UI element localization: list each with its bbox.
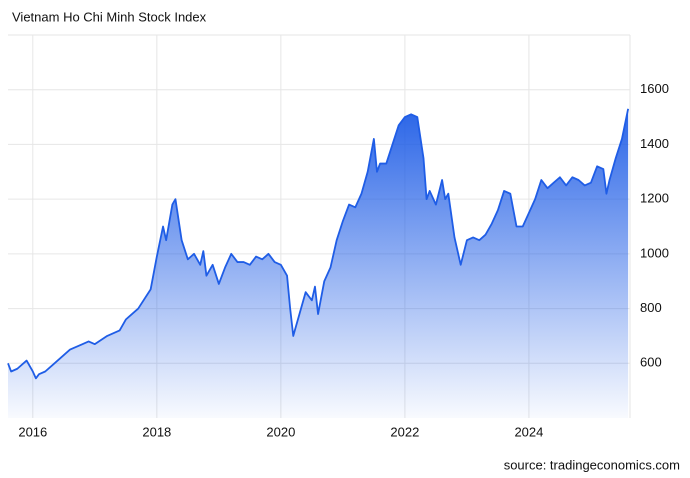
y-tick-label: 1200: [640, 191, 669, 206]
chart-title: Vietnam Ho Chi Minh Stock Index: [12, 9, 207, 24]
y-tick-label: 800: [640, 300, 662, 315]
x-tick-label: 2018: [142, 424, 171, 439]
source: source: tradingeconomics.com: [504, 457, 680, 472]
y-tick-label: 1000: [640, 245, 669, 260]
x-tick-label: 2016: [18, 424, 47, 439]
x-tick-label: 2020: [266, 424, 295, 439]
x-tick-label: 2024: [514, 424, 543, 439]
y-tick-label: 600: [640, 355, 662, 370]
y-tick-label: 1400: [640, 136, 669, 151]
area-fill: [8, 108, 629, 419]
line: [7, 108, 630, 380]
y-tick-label: 1600: [640, 81, 669, 96]
x-tick-label: 2022: [390, 424, 419, 439]
